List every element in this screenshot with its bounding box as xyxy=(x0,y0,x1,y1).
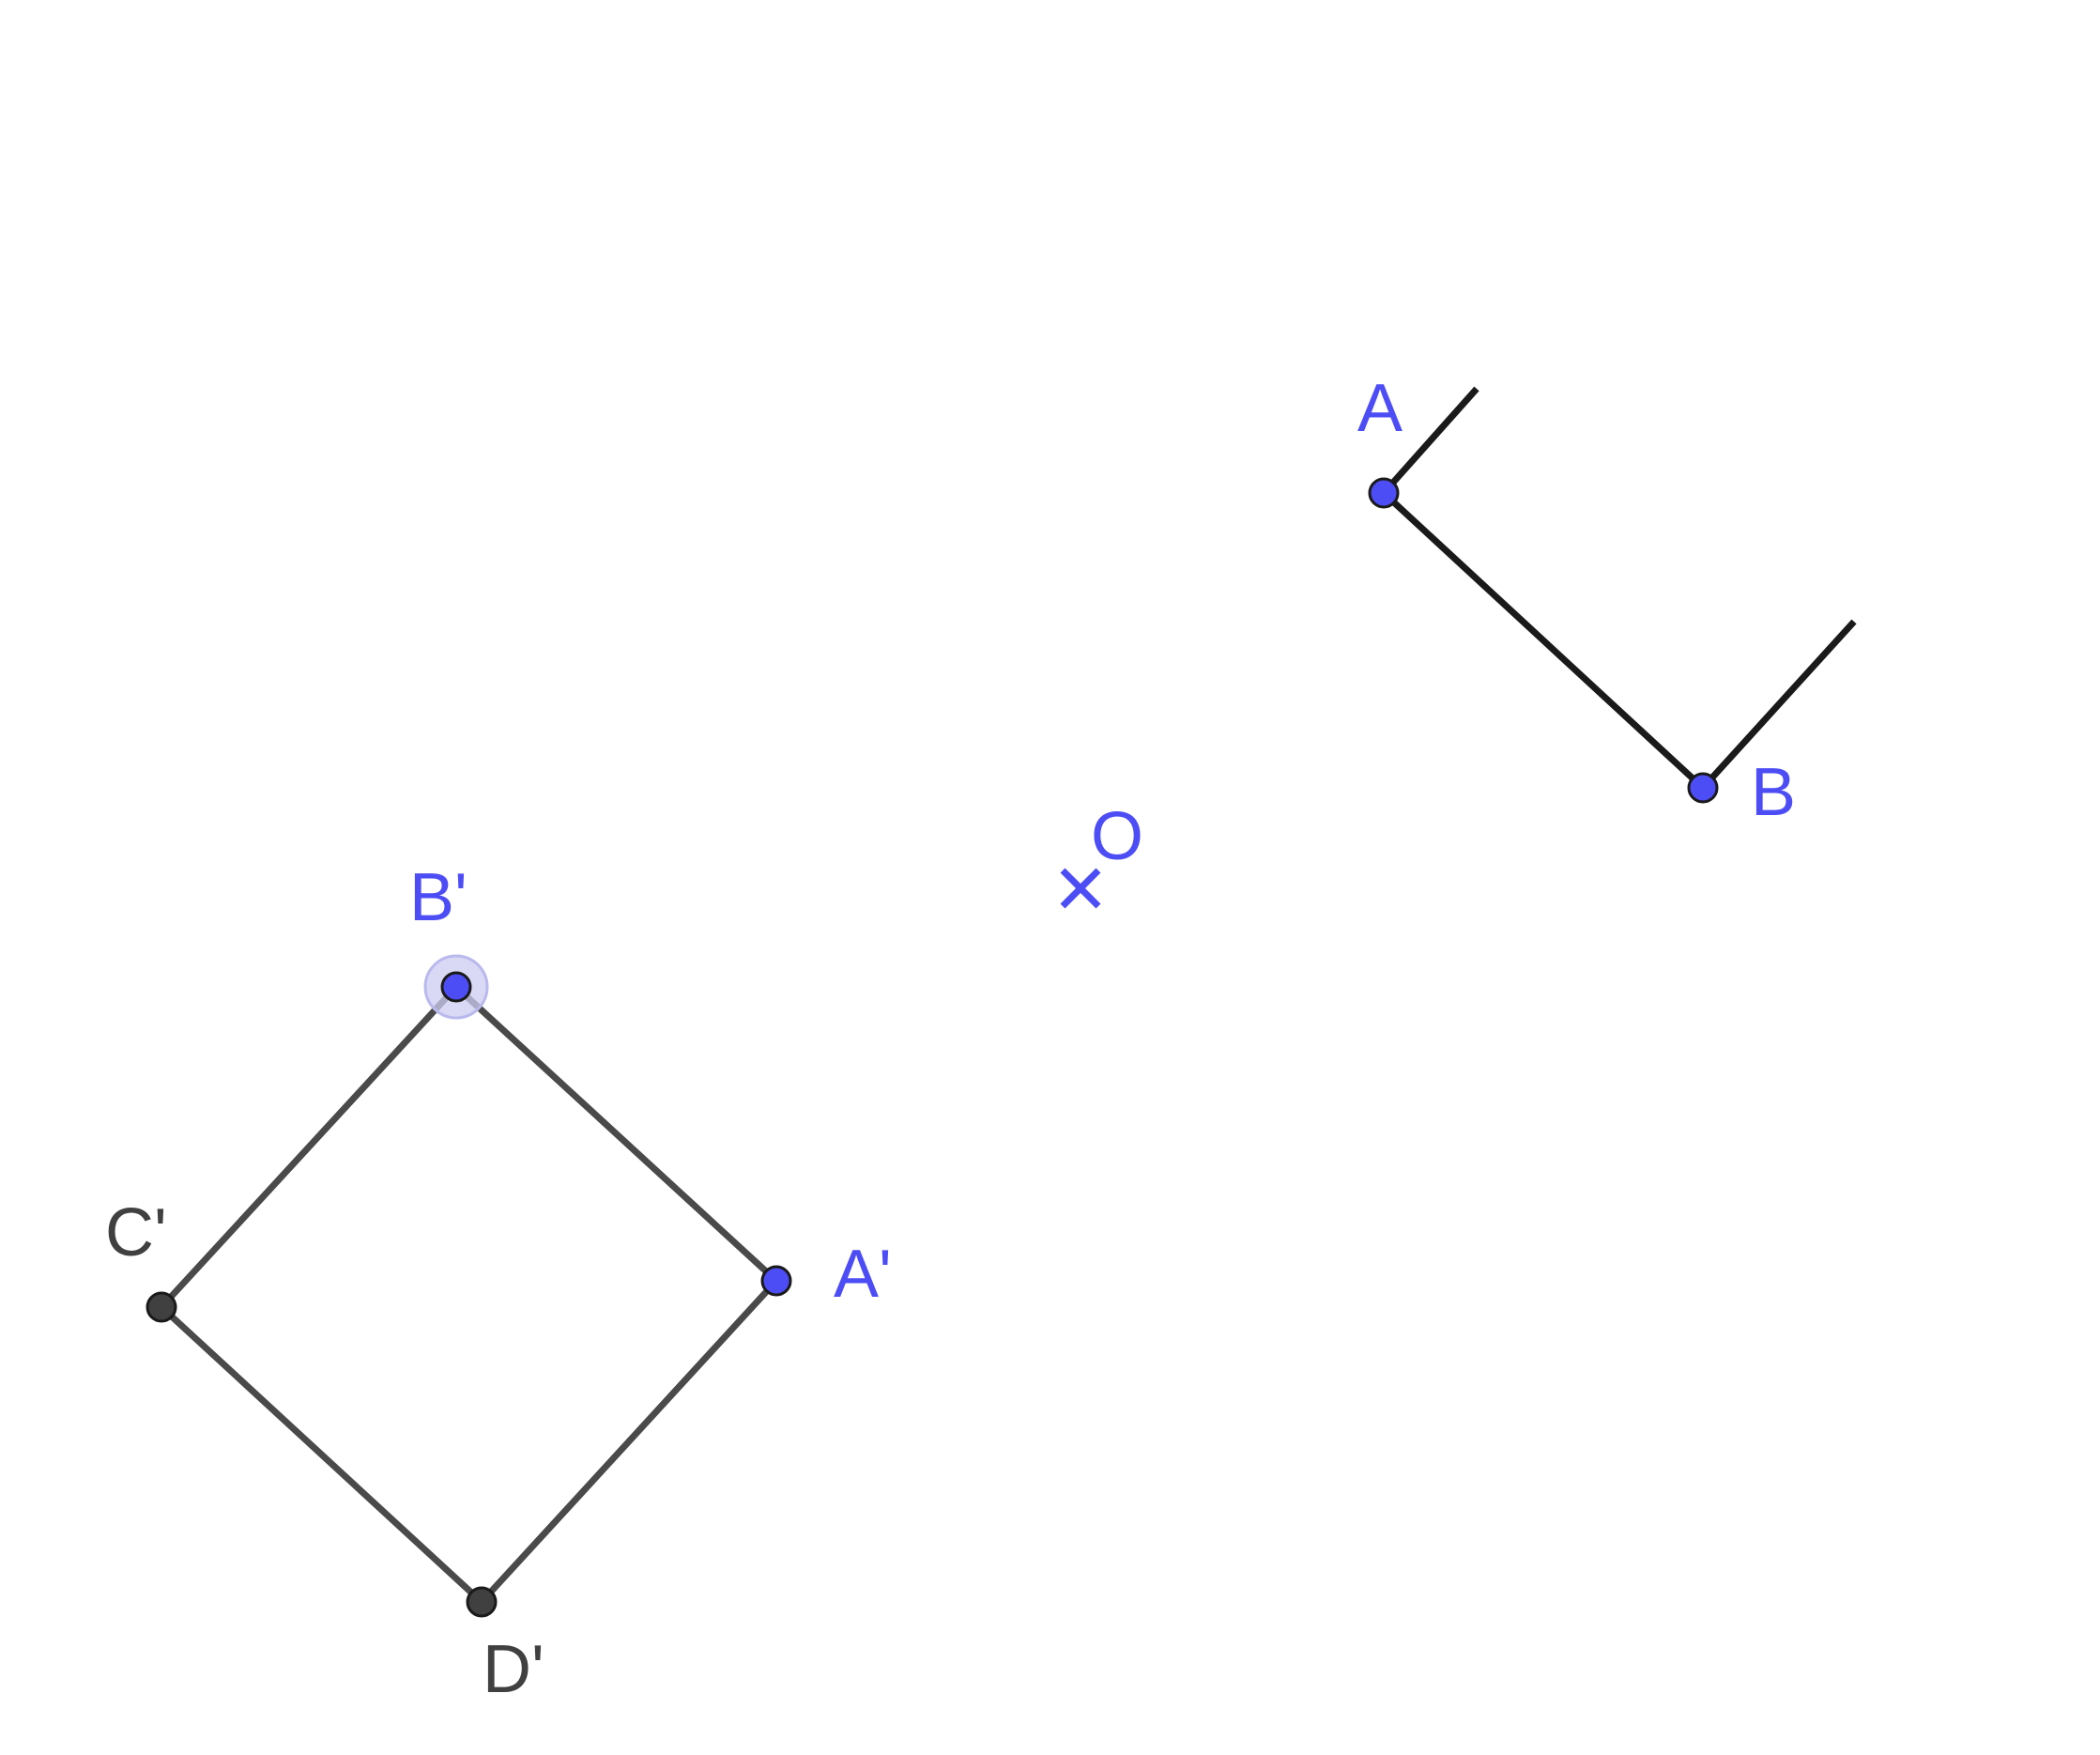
label-a-prime: A' xyxy=(834,1237,892,1312)
label-b: B xyxy=(1751,755,1796,830)
cross-icon xyxy=(1063,870,1098,906)
point-d-prime[interactable]: D' xyxy=(468,1588,544,1707)
point-c-prime-dot[interactable] xyxy=(147,1293,176,1321)
point-a[interactable]: A xyxy=(1357,371,1403,507)
image-square xyxy=(161,987,776,1602)
center-point-o[interactable]: O xyxy=(1063,799,1143,906)
segment-a-prime-d-prime[interactable] xyxy=(482,1281,776,1602)
point-b-dot[interactable] xyxy=(1689,774,1717,802)
label-o: O xyxy=(1091,799,1143,874)
segment-b-prime-a-prime[interactable] xyxy=(456,987,776,1281)
point-c-prime[interactable]: C' xyxy=(105,1195,176,1321)
segment-c-prime-b-prime[interactable] xyxy=(161,987,456,1307)
segment-d-prime-c-prime[interactable] xyxy=(161,1307,482,1602)
point-d-prime-dot[interactable] xyxy=(468,1588,496,1616)
point-a-prime[interactable]: A' xyxy=(762,1237,892,1312)
point-b[interactable]: B xyxy=(1689,755,1796,830)
label-b-prime: B' xyxy=(409,860,468,935)
label-d-prime: D' xyxy=(483,1632,544,1707)
label-a: A xyxy=(1357,371,1403,446)
point-b-prime[interactable]: B' xyxy=(409,860,487,1018)
point-a-dot[interactable] xyxy=(1370,479,1398,507)
original-figure xyxy=(1384,389,1854,788)
label-c-prime: C' xyxy=(105,1195,167,1270)
point-a-prime-dot[interactable] xyxy=(762,1267,790,1295)
segment-ab[interactable] xyxy=(1384,493,1703,788)
point-b-prime-dot[interactable] xyxy=(442,973,470,1001)
